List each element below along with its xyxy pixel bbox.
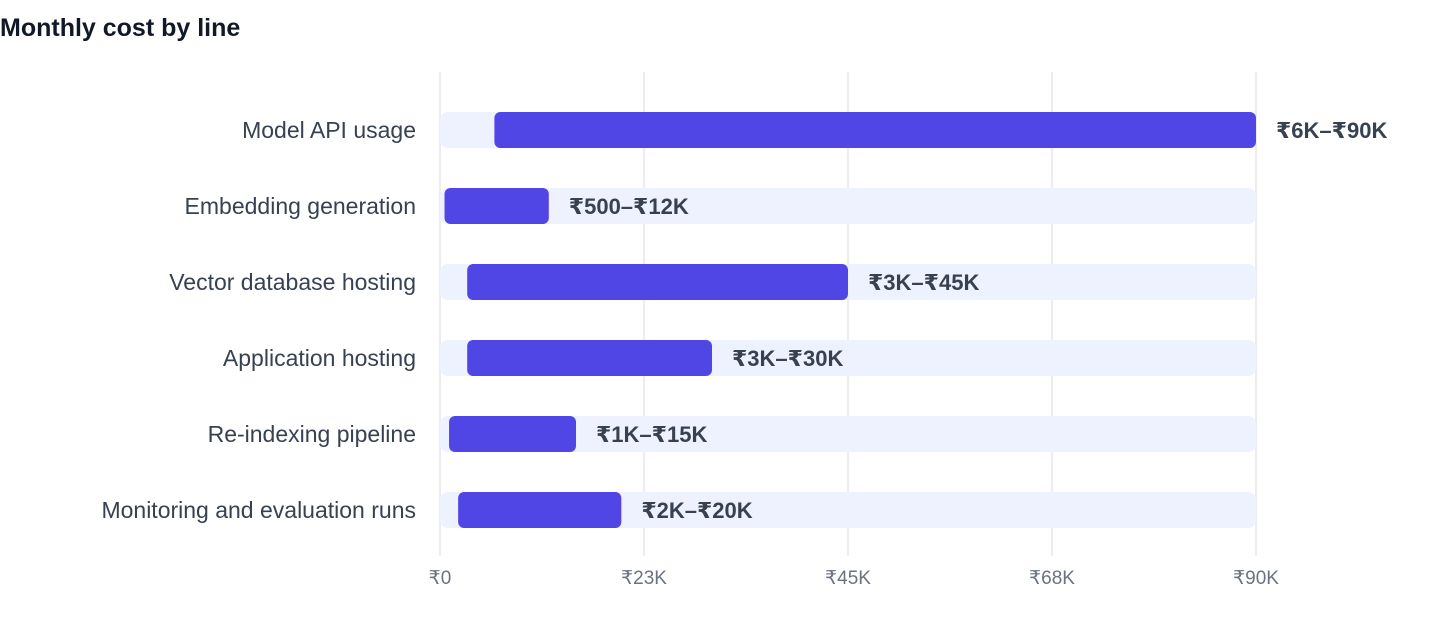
category-label: Embedding generation xyxy=(185,193,416,219)
x-tick-label: ₹0 xyxy=(429,568,452,589)
bar[interactable] xyxy=(494,112,1256,148)
chart-title: Monthly cost by line xyxy=(0,14,241,42)
data-label: ₹6K–₹90K xyxy=(1276,118,1387,143)
category-label: Model API usage xyxy=(242,117,416,143)
bars xyxy=(444,112,1256,528)
data-label: ₹3K–₹45K xyxy=(868,270,979,295)
bar-track xyxy=(440,492,1256,528)
gridlines xyxy=(439,72,1257,556)
x-tick-label: ₹45K xyxy=(825,568,871,589)
x-tick-label: ₹23K xyxy=(621,568,667,589)
bar-track xyxy=(440,416,1256,452)
bar[interactable] xyxy=(458,492,622,528)
data-label: ₹1K–₹15K xyxy=(596,422,707,447)
value-labels: ₹6K–₹90K ₹500–₹12K ₹3K–₹45K ₹3K–₹30K ₹1K–₹15… xyxy=(569,118,1388,523)
x-tick-label: ₹90K xyxy=(1233,568,1279,589)
bar-track xyxy=(440,188,1256,224)
category-label: Vector database hosting xyxy=(169,269,416,295)
category-labels: Model API usage Embedding generation Vecto… xyxy=(101,117,416,523)
bar[interactable] xyxy=(467,264,848,300)
data-label: ₹2K–₹20K xyxy=(641,498,752,523)
category-label: Application hosting xyxy=(223,345,416,371)
category-label: Re-indexing pipeline xyxy=(208,421,416,447)
x-axis-ticks: ₹0 ₹23K ₹45K ₹68K ₹90K xyxy=(429,568,1280,589)
category-label: Monitoring and evaluation runs xyxy=(101,497,416,523)
bar[interactable] xyxy=(444,188,549,224)
data-label: ₹500–₹12K xyxy=(569,194,689,219)
x-tick-label: ₹68K xyxy=(1029,568,1075,589)
bar[interactable] xyxy=(467,340,712,376)
data-label: ₹3K–₹30K xyxy=(732,346,843,371)
bar[interactable] xyxy=(449,416,576,452)
